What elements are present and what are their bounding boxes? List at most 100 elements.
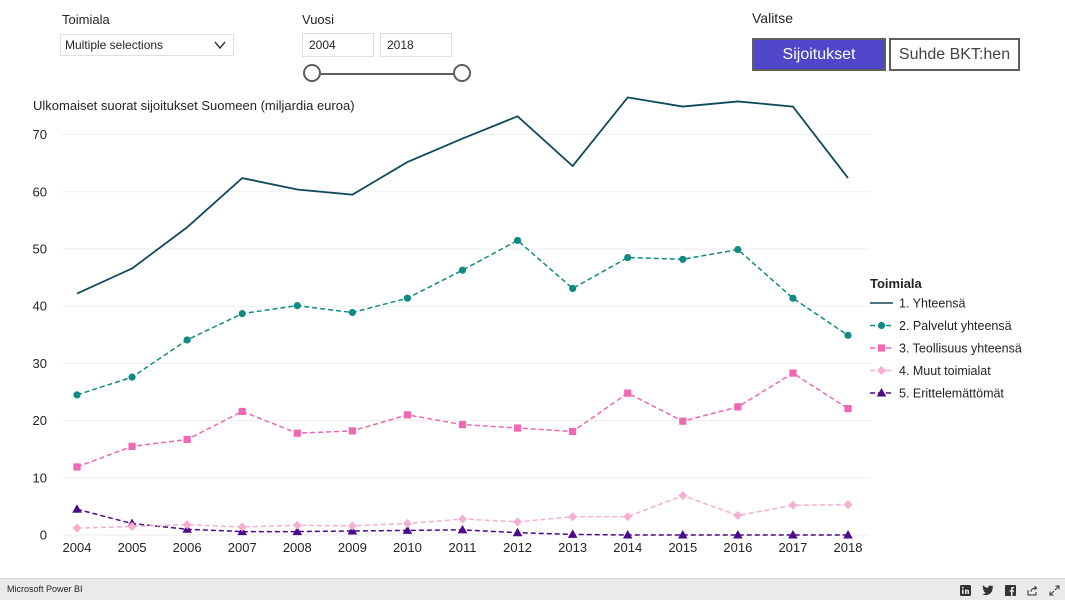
legend-label: 3. Teollisuus yhteensä (899, 342, 1022, 356)
linkedin-icon[interactable] (959, 584, 971, 596)
footer-bar: Microsoft Power BI (0, 578, 1065, 600)
y-tick-label: 60 (33, 184, 47, 199)
legend-label: 1. Yhteensä (899, 297, 966, 311)
data-point-diamond (237, 522, 247, 532)
data-point-triangle (72, 504, 82, 513)
data-point-circle (73, 391, 81, 399)
data-point-square (183, 435, 191, 444)
data-point-triangle (876, 388, 887, 397)
data-point-circle (734, 245, 742, 254)
x-tick-label: 2009 (338, 540, 367, 555)
data-point-diamond (127, 521, 137, 531)
x-tick-label: 2015 (668, 540, 697, 555)
x-tick-label: 2014 (613, 540, 642, 555)
data-point-square (877, 344, 886, 352)
legend-title: Toimiala (870, 276, 923, 291)
data-point-square (624, 389, 632, 397)
x-tick-label: 2013 (558, 540, 587, 555)
data-point-square (128, 442, 136, 450)
x-tick-label: 2008 (283, 540, 312, 555)
data-point-circle (513, 236, 522, 245)
data-point-triangle (677, 530, 688, 539)
legend-item: 1. Yhteensä (870, 297, 966, 311)
legend-label: 4. Muut toimialat (899, 364, 991, 378)
data-point-diamond (568, 512, 578, 522)
data-point-circle (569, 284, 577, 293)
data-point-triangle (512, 527, 523, 537)
y-tick-label: 30 (33, 356, 47, 371)
data-point-square (403, 411, 412, 419)
year-slider-end-handle[interactable] (453, 64, 471, 82)
chart-title: Ulkomaiset suorat sijoitukset Suomeen (m… (33, 98, 355, 113)
data-point-square (458, 421, 467, 429)
series-4-muut-toimialat (72, 491, 853, 533)
data-point-diamond (733, 511, 743, 521)
sijoitukset-button[interactable]: Sijoitukset (752, 38, 886, 71)
data-point-diamond (623, 512, 633, 522)
suhde-bkt-button[interactable]: Suhde BKT:hen (889, 38, 1020, 71)
data-point-triangle (843, 530, 853, 539)
toimiala-dropdown[interactable]: Multiple selections (60, 34, 234, 56)
data-point-triangle (567, 529, 578, 538)
data-point-circle (789, 294, 797, 302)
x-tick-label: 2005 (118, 540, 147, 555)
data-point-square (513, 424, 522, 432)
chevron-down-icon (214, 41, 226, 50)
line-chart: 0 10 20 30 40 50 60 70 2004 2005 2006 2007 2008 2009 2… (33, 96, 1022, 555)
data-point-diamond (877, 366, 886, 375)
twitter-icon[interactable] (982, 584, 994, 596)
toimiala-filter-label: Toimiala (62, 12, 110, 27)
year-slider-track[interactable] (312, 73, 463, 75)
data-point-circle (679, 255, 687, 263)
data-point-diamond (72, 523, 82, 533)
x-tick-label: 2018 (834, 540, 863, 555)
x-tick-label: 2006 (173, 540, 202, 555)
power-bi-brand: Microsoft Power BI (7, 584, 83, 594)
legend-item: 2. Palvelut yhteensä (870, 319, 1012, 333)
data-point-square (348, 427, 356, 435)
legend-label: 2. Palvelut yhteensä (899, 319, 1012, 333)
series-line (76, 239, 849, 396)
share-icon[interactable] (1026, 584, 1038, 596)
data-point-square (569, 427, 577, 436)
fullscreen-icon[interactable] (1048, 584, 1060, 596)
y-tick-label: 70 (33, 127, 47, 142)
data-point-triangle (402, 525, 413, 534)
year-start-input[interactable]: 2004 (302, 33, 374, 57)
data-point-circle (624, 253, 632, 262)
series-5-erittelemättömät (72, 504, 853, 539)
data-point-triangle (622, 530, 633, 539)
data-point-circle (183, 336, 191, 344)
y-tick-label: 10 (33, 470, 47, 485)
data-point-diamond (292, 520, 302, 530)
x-tick-label: 2017 (778, 540, 807, 555)
y-tick-label: 50 (33, 242, 47, 257)
data-point-square (734, 403, 742, 411)
chart-legend: Toimiala 1. Yhteensä 2. Palvelut yhteensä 3… (870, 276, 1022, 401)
year-end-input[interactable]: 2018 (380, 33, 452, 57)
y-tick-label: 20 (33, 413, 47, 428)
vuosi-filter-label: Vuosi (302, 12, 335, 27)
data-point-triangle (457, 524, 468, 534)
y-tick-label: 0 (40, 528, 47, 543)
facebook-icon[interactable] (1004, 584, 1016, 596)
data-point-square (789, 369, 797, 377)
x-tick-label: 2007 (228, 540, 257, 555)
data-point-triangle (292, 526, 303, 536)
legend-item: 3. Teollisuus yhteensä (870, 342, 1022, 356)
series-2-palvelut-yhteensä (73, 236, 852, 399)
series-line (76, 96, 849, 295)
x-tick-label: 2011 (449, 540, 477, 555)
data-point-diamond (402, 519, 412, 529)
x-tick-label: 2010 (393, 540, 422, 555)
data-point-circle (844, 331, 852, 339)
data-point-square (293, 429, 301, 437)
x-tick-label: 2016 (723, 540, 752, 555)
data-point-square (844, 404, 852, 413)
data-point-diamond (347, 521, 357, 531)
data-point-circle (348, 308, 356, 317)
data-point-square (679, 417, 687, 425)
data-point-circle (293, 302, 301, 310)
year-slider-start-handle[interactable] (303, 64, 321, 82)
series-3-teollisuus-yhteensä (73, 369, 852, 471)
